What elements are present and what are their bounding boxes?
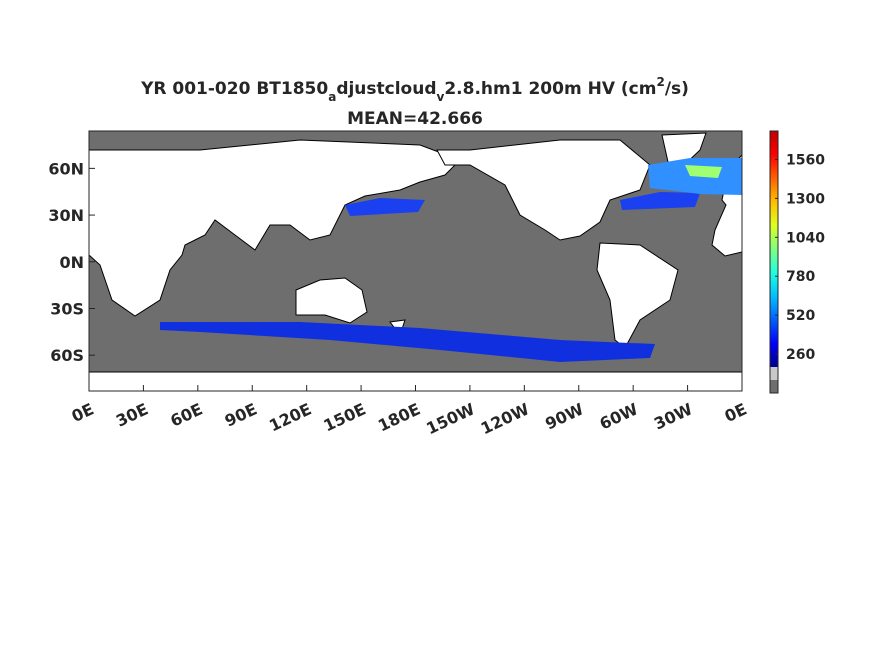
high-diffusivity bbox=[160, 158, 742, 362]
y-tick-label: 60S bbox=[50, 346, 84, 365]
colorbar-tick-label: 780 bbox=[786, 269, 815, 285]
title-sub: v bbox=[437, 90, 445, 104]
labrador-patch bbox=[685, 165, 722, 178]
title-sub: a bbox=[328, 90, 336, 104]
colorbar-low bbox=[770, 380, 778, 393]
x-tick-label: 90E bbox=[222, 399, 260, 430]
map bbox=[88, 130, 743, 392]
colorbar-tick-label: 260 bbox=[786, 347, 815, 363]
colorbar-tick-label: 1040 bbox=[786, 230, 825, 246]
nordic-patch bbox=[648, 158, 742, 195]
x-tick-label: 120E bbox=[266, 399, 314, 435]
x-tick-label: 150W bbox=[423, 399, 478, 438]
subtitle: MEAN=42.666 bbox=[347, 109, 483, 129]
colorbar-frame bbox=[769, 130, 779, 394]
x-tick-label: 0E bbox=[69, 399, 97, 426]
colorbar bbox=[770, 131, 778, 367]
x-tick-label: 180E bbox=[375, 399, 423, 435]
title-part: YR 001-020 BT1850 bbox=[140, 79, 328, 99]
x-tick-label: 0E bbox=[722, 399, 750, 426]
y-tick-label: 60N bbox=[48, 159, 84, 178]
x-tick-label: 30W bbox=[651, 399, 696, 433]
gulf-stream-patch bbox=[620, 192, 700, 210]
x-tick-label: 60W bbox=[597, 399, 642, 433]
x-tick-label: 150E bbox=[321, 399, 369, 435]
y-tick-label: 30N bbox=[48, 206, 84, 225]
title-sup: 2 bbox=[656, 75, 664, 89]
title-part: 2.8.hm1 200m HV (cm bbox=[444, 79, 656, 99]
kuroshio-patch bbox=[345, 198, 425, 216]
title-part: djustcloud bbox=[336, 79, 436, 99]
colorbar-low bbox=[770, 367, 778, 380]
y-tick-label: 0N bbox=[59, 253, 84, 272]
colorbar-tick-label: 520 bbox=[786, 308, 815, 324]
y-tick-label: 30S bbox=[50, 299, 84, 318]
x-tick-label: 30E bbox=[113, 399, 151, 430]
title: YR 001-020 BT1850adjustcloudv2.8.hm1 200… bbox=[140, 75, 689, 104]
colorbar-tick-label: 1300 bbox=[786, 191, 825, 207]
x-tick-label: 120W bbox=[478, 399, 533, 438]
southern-ocean-patch bbox=[160, 322, 655, 362]
x-tick-label: 90W bbox=[542, 399, 587, 433]
title-part: /s) bbox=[665, 79, 689, 99]
x-tick-label: 60E bbox=[167, 399, 205, 430]
colorbar-tick-label: 1560 bbox=[786, 152, 825, 168]
